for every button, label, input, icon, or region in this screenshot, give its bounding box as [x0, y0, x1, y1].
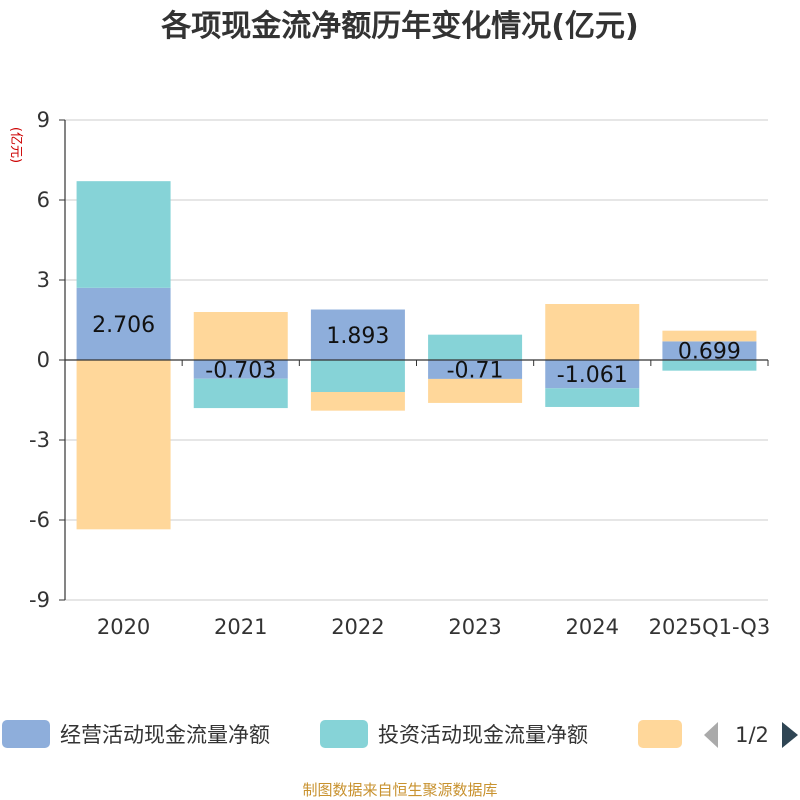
bar-investing-2025Q1-Q3[interactable]	[662, 360, 757, 371]
legend-swatch-investing[interactable]	[320, 720, 368, 748]
legend: 经营活动现金流量净额 投资活动现金流量净额 1/2	[2, 720, 798, 748]
bar-financing-2020[interactable]	[76, 360, 171, 530]
y-tick-label: 6	[37, 188, 50, 212]
legend-swatch-financing[interactable]	[638, 720, 682, 748]
x-tick-label: 2021	[214, 615, 267, 639]
x-tick-label: 2023	[448, 615, 501, 639]
chart-title: 各项现金流净额历年变化情况(亿元)	[160, 9, 638, 44]
data-label: 0.699	[678, 340, 741, 365]
bar-operating-2024[interactable]	[545, 360, 640, 389]
legend-label-investing[interactable]: 投资活动现金流量净额	[378, 723, 588, 747]
bar-operating-2023[interactable]	[428, 360, 523, 379]
bar-financing-2025Q1-Q3[interactable]	[662, 330, 757, 342]
bar-operating-2022[interactable]	[310, 309, 405, 360]
grid-lines	[65, 119, 768, 601]
bar-financing-2022[interactable]	[310, 392, 405, 411]
legend-prev-icon[interactable]	[704, 722, 718, 748]
y-tick-label: -9	[29, 588, 50, 612]
data-label: -0.703	[205, 358, 276, 383]
y-tick-label: 3	[37, 268, 50, 292]
data-labels: 2.706 -0.703 1.893 -0.71 -1.061 0.699	[92, 313, 741, 388]
legend-label-operating[interactable]: 经营活动现金流量净额	[60, 723, 270, 747]
x-tick-label: 2024	[566, 615, 619, 639]
data-label: 2.706	[92, 313, 155, 338]
data-label: 1.893	[326, 324, 389, 349]
footer-source: 制图数据来自恒生聚源数据库	[302, 781, 497, 799]
legend-swatch-operating[interactable]	[2, 720, 50, 748]
bar-investing-2024[interactable]	[545, 388, 640, 407]
bar-investing-2022[interactable]	[310, 360, 405, 392]
y-axis-unit: (亿元)	[8, 127, 23, 163]
x-tick-label: 2022	[331, 615, 384, 639]
bar-investing-2020[interactable]	[76, 181, 171, 288]
x-tick-label: 2020	[97, 615, 150, 639]
legend-next-icon[interactable]	[782, 722, 798, 748]
bar-financing-2021[interactable]	[193, 312, 288, 360]
bar-operating-2021[interactable]	[193, 360, 288, 379]
bar-operating-2025Q1-Q3[interactable]	[662, 341, 757, 360]
x-tick-label: 2025Q1-Q3	[649, 615, 771, 639]
legend-page-indicator: 1/2	[735, 723, 769, 747]
bar-financing-2023[interactable]	[428, 378, 523, 403]
y-tick-label: 9	[37, 108, 50, 132]
y-tick-label: -6	[29, 508, 50, 532]
data-label: -0.71	[447, 358, 504, 383]
bars	[76, 181, 757, 530]
bar-investing-2021[interactable]	[193, 378, 288, 409]
y-tick-label: -3	[29, 428, 50, 452]
axes: 9 6 3 0 -3 -6 -9 2020 2021 2022 2023 2024 2025Q1-Q3	[29, 108, 770, 639]
bar-investing-2023[interactable]	[428, 334, 523, 360]
bar-operating-2020[interactable]	[76, 287, 171, 360]
bar-financing-2024[interactable]	[545, 304, 640, 360]
y-tick-label: 0	[37, 348, 50, 372]
data-label: -1.061	[557, 363, 628, 388]
